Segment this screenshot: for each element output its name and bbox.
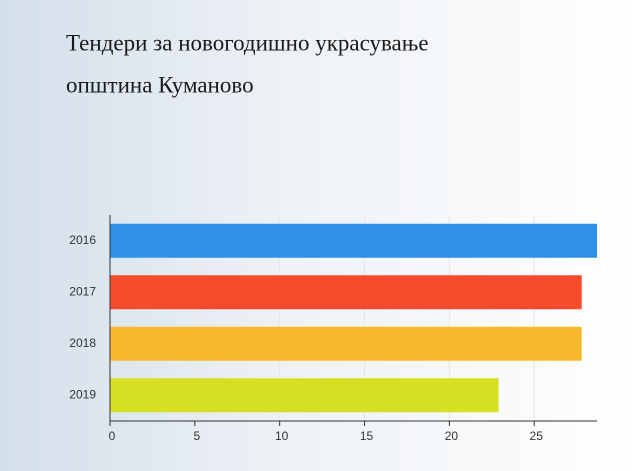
y-tick-label: 2016 [69,233,96,247]
x-tick-label: 10 [275,429,289,443]
chart-title: Тендери за новогодишно украсување [66,30,429,55]
x-tick-label: 25 [530,429,544,443]
bar [110,223,597,258]
x-tick-label: 0 [109,429,116,443]
y-tick-label: 2017 [69,284,96,298]
chart-title: општина Куманово [66,72,254,97]
x-tick-label: 20 [445,429,459,443]
y-tick-label: 2018 [69,336,96,350]
bar [110,326,582,361]
bar [110,275,582,310]
x-tick-label: 5 [193,429,200,443]
y-tick-label: 2019 [69,387,96,401]
x-tick-label: 15 [360,429,374,443]
bar [110,378,499,413]
